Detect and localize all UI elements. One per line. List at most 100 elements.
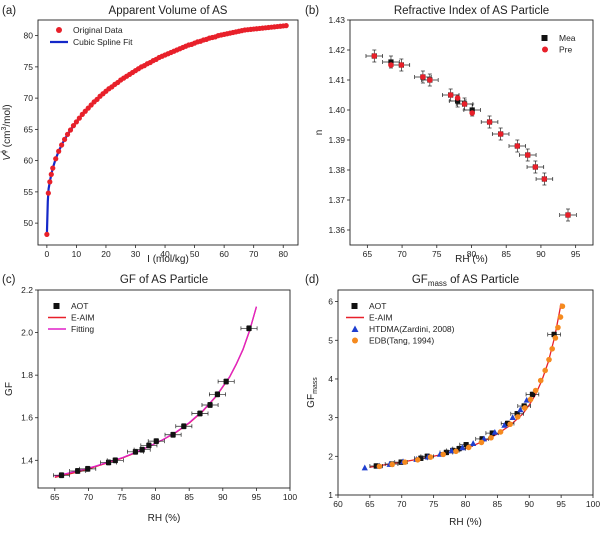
data-point-pre (388, 62, 394, 68)
y-tick-label: 5 (328, 335, 333, 345)
x-axis-label: RH (%) (148, 513, 181, 524)
y-tick-label: 1.37 (328, 195, 345, 205)
data-point-edb-tang-1994 (376, 463, 383, 470)
data-point-aot (514, 411, 520, 417)
x-tick-label: 0 (44, 249, 49, 259)
data-point-pre (532, 164, 539, 170)
x-tick-label: 70 (397, 499, 407, 509)
data-point-aot (146, 442, 152, 449)
data-point-pre (420, 74, 426, 80)
data-point-edb-tang-1994 (552, 335, 559, 341)
x-tick-label: 100 (283, 492, 297, 502)
data-point-original-data (48, 171, 54, 177)
data-point-original-data (70, 123, 77, 129)
y-tick-label: 1.38 (328, 165, 345, 175)
data-point-aot (153, 438, 159, 444)
data-point-aot (246, 325, 252, 331)
data-point-edb-tang-1994 (537, 377, 544, 384)
data-point-edb-tang-1994 (555, 324, 561, 331)
x-tick-label: 75 (117, 492, 127, 502)
data-point-htdma-zardini-2008 (501, 421, 508, 428)
panel-tag: (d) (305, 274, 319, 286)
x-tick-label: 65 (365, 499, 375, 509)
data-point-htdma-zardini-2008 (470, 440, 477, 446)
data-point-original-data (67, 127, 74, 133)
y-tick-label: 1.41 (328, 75, 345, 85)
y-axis-label: Vϕ (cm3/mol) (1, 104, 13, 160)
data-point-aot (223, 378, 229, 385)
chart-title: Refractive Index of AS Particle (394, 5, 549, 17)
y-tick-label: 1.8 (21, 370, 33, 380)
legend-label-htdma-zardini-2008: HTDMA(Zardini, 2008) (369, 324, 455, 334)
y-axis-label: n (314, 130, 325, 136)
panel-tag: (b) (305, 5, 319, 17)
data-point-edb-tang-1994 (478, 439, 485, 446)
y-tick-label: 70 (24, 93, 34, 103)
data-point-edb-tang-1994 (488, 434, 494, 441)
x-tick-label: 85 (184, 492, 194, 502)
data-point-pre (524, 152, 531, 158)
legend-swatch-htdma-zardini-2008 (351, 325, 359, 332)
data-point-original-data (45, 190, 51, 196)
data-point-edb-tang-1994 (507, 421, 513, 428)
data-point-aot (132, 449, 139, 455)
data-point-original-data (50, 165, 56, 171)
data-point-htdma-zardini-2008 (459, 444, 466, 451)
y-tick-label: 1.4 (21, 455, 33, 465)
legend-label-fitting: Fitting (71, 324, 94, 334)
plot-area (44, 23, 289, 237)
data-point-htdma-zardini-2008 (517, 406, 524, 413)
legend-swatch-pre (542, 46, 548, 53)
x-tick-label: 95 (556, 499, 566, 509)
data-point-edb-tang-1994 (453, 448, 459, 455)
data-point-original-data (53, 156, 59, 162)
data-point-aot (456, 445, 462, 452)
data-point-pre (514, 143, 521, 149)
x-tick-label: 65 (363, 249, 373, 259)
data-point-aot (551, 331, 557, 338)
data-point-htdma-zardini-2008 (491, 428, 498, 435)
legend-label-e-aim: E-AIM (369, 313, 393, 323)
y-tick-label: 1.42 (328, 45, 345, 55)
data-point-aot (489, 430, 495, 436)
y-axis-label: GF (4, 382, 15, 396)
data-point-aot (112, 457, 118, 463)
data-point-edb-tang-1994 (427, 454, 434, 460)
data-point-edb-tang-1994 (440, 451, 446, 458)
x-tick-label: 75 (429, 499, 439, 509)
panel-tag: (a) (2, 5, 16, 17)
data-point-edb-tang-1994 (414, 457, 421, 463)
x-tick-label: 60 (219, 249, 229, 259)
y-tick-label: 60 (24, 156, 34, 166)
data-point-pre (541, 176, 548, 182)
x-tick-label: 100 (586, 499, 600, 509)
data-point-pre (454, 95, 461, 101)
data-point-original-data (44, 231, 50, 237)
legend: Original Data Cubic Spline Fit (50, 25, 133, 47)
series-line-fitting (54, 306, 258, 477)
data-point-aot (373, 463, 379, 469)
data-point-htdma-zardini-2008 (448, 447, 455, 454)
data-point-edb-tang-1994 (527, 396, 534, 403)
legend-label-original-data: Original Data (73, 25, 123, 35)
data-point-edb-tang-1994 (521, 405, 528, 411)
x-tick-label: 70 (84, 492, 94, 502)
data-point-pre (371, 53, 378, 59)
plot-area (365, 49, 577, 222)
x-tick-label: 90 (536, 249, 546, 259)
x-tick-label: 60 (333, 499, 343, 509)
legend-label-aot: AOT (369, 301, 386, 311)
y-tick-label: 75 (24, 62, 34, 72)
x-tick-label: 70 (397, 249, 407, 259)
data-point-aot (58, 472, 65, 478)
data-point-edb-tang-1994 (532, 387, 539, 394)
data-point-original-data (76, 115, 82, 121)
data-point-pre (486, 119, 493, 125)
x-tick-label: 85 (501, 249, 511, 259)
data-point-htdma-zardini-2008 (523, 396, 530, 403)
data-point-pre (497, 131, 504, 137)
y-tick-label: 80 (24, 31, 34, 41)
data-point-aot (529, 391, 536, 398)
